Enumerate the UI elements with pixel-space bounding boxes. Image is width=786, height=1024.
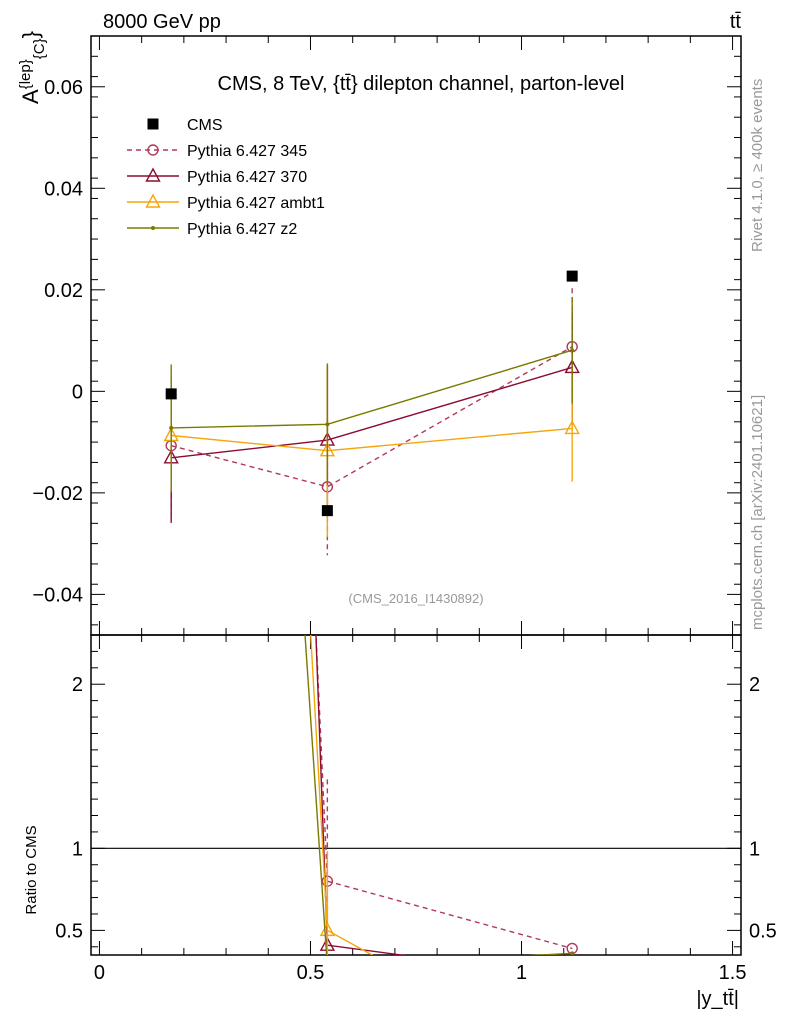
series-line [171, 349, 573, 429]
data-point [566, 270, 578, 282]
series-line [171, 427, 573, 452]
ratio-tick-label-left: 0.5 [55, 920, 83, 942]
legend-entry-pythia-6-427-345: Pythia 6.427 345 [127, 143, 307, 160]
legend-label: Pythia 6.427 370 [187, 169, 307, 186]
ratio-tick-label-right: 2 [749, 674, 760, 696]
data-point [321, 505, 333, 517]
ratio-tick-label-left: 2 [72, 674, 83, 696]
legend-marker [151, 226, 155, 230]
data-point [169, 425, 174, 430]
analysis-id-label: (CMS_2016_I1430892) [348, 591, 483, 606]
series-line [171, 366, 573, 459]
header-left-label: 8000 GeV pp [103, 11, 221, 33]
y-tick-label: 0 [72, 381, 83, 403]
ratio-point [319, 921, 336, 937]
ratio-tick-label-left: 1 [72, 838, 83, 860]
ratio-point [570, 951, 575, 955]
legend-label: Pythia 6.427 345 [187, 143, 307, 160]
x-tick-label: 0.5 [297, 962, 325, 984]
mcplots-label: mcplots.cern.ch [arXiv:2401.10621] [749, 395, 766, 630]
x-tick-label: 1 [516, 962, 527, 984]
ratio-tick-label-right: 0.5 [749, 920, 777, 942]
legend: CMS Pythia 6.427 345 Pythia 6.427 370 Pythi… [127, 117, 325, 238]
y-tick-label: 0.02 [44, 280, 83, 302]
series-pythia-6-427-ambt1 [163, 364, 580, 538]
rivet-version-label: Rivet 4.1.0, ≥ 400k events [749, 79, 766, 252]
chart-title: CMS, 8 TeV, {tt̄} dilepton channel, part… [218, 73, 625, 95]
x-axis-title: |y_tt̄| [696, 988, 739, 1010]
data-point [325, 422, 330, 427]
y-tick-label: 0.04 [44, 178, 83, 200]
ratio-series-pythia-6-427-ambt1 [310, 635, 374, 955]
data-point [165, 388, 177, 400]
ratio-plot [91, 635, 741, 955]
legend-entry-pythia-6-427-370: Pythia 6.427 370 [127, 167, 307, 186]
ratio-series-pythia-6-427-z2 [304, 635, 575, 955]
main-plot [163, 270, 580, 556]
data-point [564, 419, 580, 435]
header-right-label: tt̄ [730, 11, 742, 33]
x-tick-label: 1.5 [719, 962, 747, 984]
ratio-axis-title: Ratio to CMS [23, 825, 40, 914]
series-pythia-6-427-z2 [169, 296, 575, 492]
x-tick-label: 0 [94, 962, 105, 984]
series-cms [165, 270, 578, 517]
series-line [171, 346, 573, 488]
legend-label: CMS [187, 117, 223, 134]
series-pythia-6-427-345 [165, 288, 578, 556]
y-tick-label: −0.04 [32, 584, 83, 606]
legend-entry-cms: CMS [147, 117, 223, 134]
ratio-tick-label-right: 1 [749, 838, 760, 860]
ratio-panel-frame [90, 634, 742, 956]
series-pythia-6-427-370 [163, 311, 580, 523]
axis-ticks: 0 0.5 1 1.5 0.06 0.04 0.02 0 −0.02 −0.04 2 2 1 1 0.5 0.… [32, 36, 777, 984]
data-point [570, 348, 575, 353]
legend-marker [147, 144, 159, 156]
legend-label: Pythia 6.427 z2 [187, 221, 297, 238]
legend-marker [145, 193, 161, 208]
y-tick-label: 0.06 [44, 77, 83, 99]
legend-entry-pythia-6-427-z2: Pythia 6.427 z2 [127, 221, 297, 238]
legend-entry-pythia-6-427-ambt1: Pythia 6.427 ambt1 [127, 193, 325, 212]
legend-marker [147, 118, 159, 130]
legend-label: Pythia 6.427 ambt1 [187, 195, 325, 212]
legend-marker [145, 167, 161, 182]
y-tick-label: −0.02 [32, 483, 83, 505]
